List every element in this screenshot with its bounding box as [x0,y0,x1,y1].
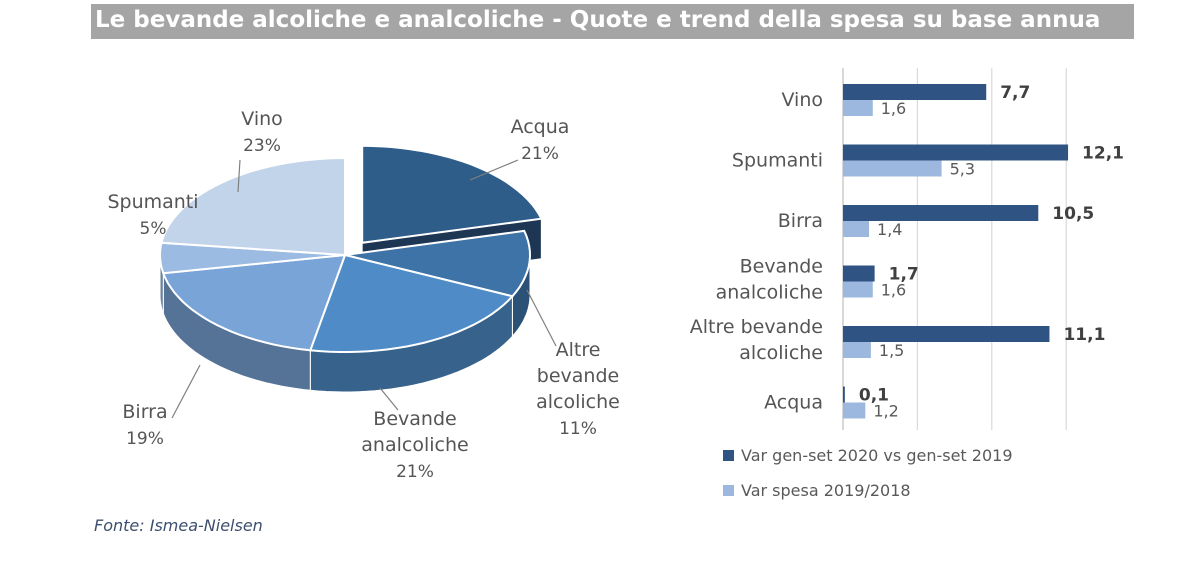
value-label-birra-series-1: 10,5 [1052,204,1094,224]
pie-slice-altre-bevande-alcoliche [344,229,532,298]
value-label-acqua-series-1: 0,1 [859,386,889,406]
bar-acqua-series-2 [843,402,866,419]
value-label-vino-series-2: 1,6 [881,99,906,118]
bar-bevande-analcoliche-series-1 [843,265,875,282]
bar-altre-bevande-alcoliche-series-1 [843,326,1050,342]
value-label-bevande-analcoliche-series-2: 1,6 [881,281,906,300]
pie-label-altre-bevande-alcoliche: Altre bevande alcoliche [536,339,620,413]
pie-label-birra: Birra [122,401,167,423]
category-label-acqua: Acqua [764,392,823,414]
leader-line-bevande-analcoliche [379,387,399,411]
value-label-spumanti-series-1: 12,1 [1082,144,1124,164]
leader-line-altre-bevande-alcoliche [526,289,557,347]
pie-chart: Acqua 21% Altre bevande alcoliche 11% Bevande a… [107,108,619,482]
value-label-spumanti-series-2: 5,3 [950,160,975,179]
page-title: Le bevande alcoliche e analcoliche - Quo… [95,7,1101,33]
leader-line-acqua [469,159,519,181]
category-label-birra: Birra [778,210,823,232]
category-label-spumanti: Spumanti [732,150,823,172]
pie-label-vino: Vino [241,108,283,130]
pie-pct-spumanti: 5% [140,219,167,239]
value-label-acqua-series-2: 1,2 [873,402,898,421]
value-label-bevande-analcoliche-series-1: 1,7 [889,265,919,285]
value-label-altre-bevande-alcoliche-series-2: 1,5 [879,341,904,360]
bar-birra-series-1 [843,205,1039,221]
pie-slice-vino [160,156,346,257]
pie-pct-vino: 23% [243,136,281,156]
pie-pct-altre-bevande-alcoliche: 11% [559,419,597,439]
pie-slice-bevande-analcoliche [308,253,515,353]
bar-birra-series-2 [843,221,870,237]
pie-labels: Acqua 21% Altre bevande alcoliche 11% Bevande a… [107,108,619,482]
bar-spumanti-series-1 [843,144,1069,161]
bar-altre-bevande-alcoliche-series-2 [843,342,871,358]
pie-slice-acqua [361,144,543,244]
category-label-altre-bevande-alcoliche: Altre bevande alcoliche [690,316,823,364]
bar-vino-series-2 [843,100,873,116]
value-label-vino-series-1: 7,7 [1000,83,1030,103]
bar-spumanti-series-2 [843,160,942,177]
pie-slice-spumanti [158,241,346,275]
pie-slice-birra [161,253,347,352]
bar-chart: Vino 7,7 1,6 Spumanti 12,1 5,3 Birra 10,5 1,4 Bev… [690,68,1124,500]
legend-swatch-2 [723,485,734,496]
title-bar: Le bevande alcoliche e analcoliche - Quo… [91,4,1134,39]
pie-label-spumanti: Spumanti [107,191,198,213]
category-label-bevande-analcoliche: Bevande analcoliche [716,256,823,304]
pie-label-acqua: Acqua [511,116,570,138]
pie-pct-bevande-analcoliche: 21% [396,462,434,482]
leader-line-birra [171,364,201,419]
pie-label-bevande-analcoliche: Bevande analcoliche [361,408,468,456]
bar-bevande-analcoliche-series-2 [843,281,873,298]
category-label-vino: Vino [781,89,823,111]
legend-label-1: Var gen-set 2020 vs gen-set 2019 [741,446,1013,465]
legend-swatch-1 [723,450,734,461]
bar-vino-series-1 [843,84,987,100]
legend-label-2: Var spesa 2019/2018 [741,481,911,500]
leader-line-vino [237,159,241,193]
bar-acqua-series-1 [843,386,845,403]
source-note: Fonte: Ismea-Nielsen [94,516,263,535]
value-label-altre-bevande-alcoliche-series-1: 11,1 [1063,325,1105,345]
pie-pct-birra: 19% [126,429,164,449]
pie-pct-acqua: 21% [521,144,559,164]
value-label-birra-series-2: 1,4 [877,220,902,239]
